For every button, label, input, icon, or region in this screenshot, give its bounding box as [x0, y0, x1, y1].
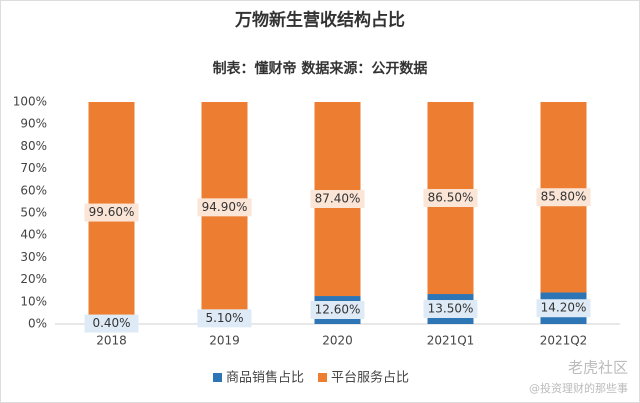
- legend-swatch: [318, 373, 328, 382]
- chart-title: 万物新生营收结构占比: [234, 10, 405, 31]
- legend-swatch: [213, 373, 222, 382]
- value-label: 12.60%: [315, 303, 361, 317]
- value-label-bg: [310, 190, 365, 209]
- y-tick-label: 50%: [20, 206, 47, 220]
- value-label: 14.20%: [541, 301, 587, 315]
- legend-label: 平台服务占比: [331, 370, 409, 386]
- value-label-bg: [197, 309, 252, 328]
- value-label: 85.80%: [541, 190, 587, 204]
- value-label-bg: [536, 299, 591, 318]
- value-label-bg: [84, 314, 139, 333]
- y-tick-label: 40%: [20, 228, 47, 242]
- value-label-bg: [197, 198, 252, 217]
- legend-label: 商品销售占比: [226, 370, 304, 386]
- y-tick-label: 60%: [20, 183, 47, 197]
- chart-subtitle: 制表：懂财帝 数据来源：公开数据: [213, 60, 428, 77]
- y-tick-label: 0%: [28, 317, 47, 331]
- y-tick-label: 100%: [13, 95, 47, 109]
- y-tick-label: 70%: [20, 161, 47, 175]
- value-label: 94.90%: [202, 200, 248, 214]
- value-label-bg: [310, 301, 365, 320]
- x-tick-label: 2021Q1: [427, 334, 475, 348]
- y-tick-label: 90%: [20, 117, 47, 131]
- y-tick-label: 30%: [20, 250, 47, 264]
- value-label: 13.50%: [428, 302, 474, 316]
- value-label-bg: [423, 300, 478, 319]
- x-tick-label: 2021Q2: [540, 334, 588, 348]
- value-label: 5.10%: [205, 311, 243, 325]
- value-label: 0.40%: [92, 316, 130, 330]
- value-label: 87.40%: [315, 192, 361, 206]
- value-label-bg: [84, 203, 139, 222]
- y-tick-label: 20%: [20, 272, 47, 286]
- x-tick-label: 2019: [209, 334, 240, 348]
- value-label: 86.50%: [428, 191, 474, 205]
- watermark: @投资理财的那些事: [529, 381, 628, 395]
- value-label-bg: [423, 189, 478, 208]
- y-tick-label: 80%: [20, 139, 47, 153]
- watermark: 老虎社区: [568, 359, 628, 377]
- x-tick-label: 2018: [96, 334, 127, 348]
- value-label-bg: [536, 188, 591, 207]
- value-label: 99.60%: [89, 205, 135, 219]
- y-tick-label: 10%: [20, 294, 47, 308]
- x-tick-label: 2020: [322, 334, 353, 348]
